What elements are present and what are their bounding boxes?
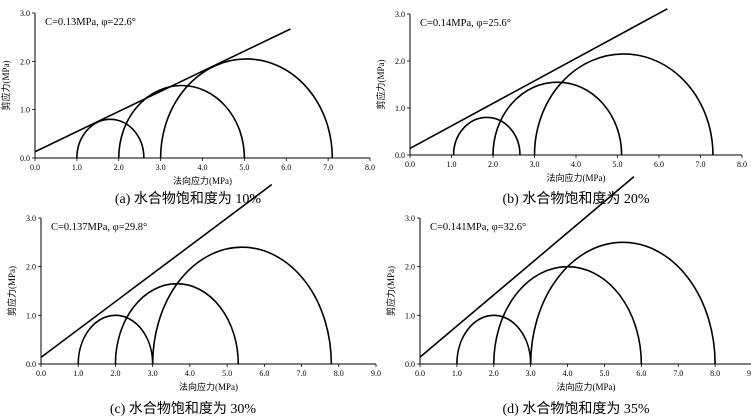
x-tick-label: 3.0 — [526, 369, 536, 378]
mohr-circle-1 — [77, 314, 154, 365]
x-axis-title: 法向应力(MPa) — [557, 381, 616, 392]
x-tick-label: 6.0 — [636, 369, 646, 378]
mohr-chart-c: 0.0 1.0 2.0 3.0 4.0 5.0 6.0 7.0 8.0 9.0 0.0 1.0 2.0 3… — [6, 183, 381, 417]
x-tick-label: 7.0 — [696, 160, 706, 169]
failure-envelope-line — [419, 176, 635, 358]
y-tick-label: 0.0 — [405, 360, 415, 369]
x-axis-title: 法向应力(MPa) — [179, 381, 238, 392]
x-tick-label: 1.0 — [447, 160, 457, 169]
envelope-parameter-label: C=0.137MPa, φ=29.8° — [51, 222, 147, 233]
envelope-parameter-label: C=0.13MPa, φ=22.6° — [45, 17, 136, 28]
x-tick-label: 3.0 — [530, 160, 540, 169]
mohr-circle-2 — [117, 84, 246, 159]
x-tick-label: 3.0 — [148, 369, 158, 378]
x-tick-label: 5.0 — [599, 369, 609, 378]
x-tick-label: 2.0 — [110, 369, 120, 378]
y-tick-label: 3.0 — [26, 214, 36, 223]
y-tick-label: 0.0 — [20, 154, 30, 163]
x-tick-label: 5.0 — [613, 160, 623, 169]
failure-envelope-line — [40, 183, 273, 358]
mohr-circle-2 — [492, 266, 643, 365]
mohr-circle-3 — [151, 246, 333, 365]
x-tick-label: 2.0 — [114, 163, 124, 172]
mohr-chart-d: 0.0 1.0 2.0 3.0 4.0 5.0 6.0 7.0 8.0 9.0 0.0 1.0 2.0 3… — [385, 176, 751, 417]
y-tick-label: 2.0 — [26, 263, 36, 272]
chart-panel-b: 0.0 1.0 2.0 3.0 4.0 5.0 6.0 7.0 8.0 0.0 1.0 2.0 3.0 法… — [375, 0, 751, 209]
mohr-circle-1 — [76, 118, 145, 159]
envelope-parameter-label: C=0.14MPa, φ=25.6° — [420, 18, 511, 29]
chart-panel-a: 0.0 1.0 2.0 3.0 4.0 5.0 6.0 7.0 8.0 0.0 1.0 2.0 3.0 法… — [0, 0, 375, 209]
y-tick-label: 0.0 — [26, 360, 36, 369]
y-tick-label: 1.0 — [20, 106, 30, 115]
x-tick-label: 4.0 — [185, 369, 195, 378]
chart-panel-c: 0.0 1.0 2.0 3.0 4.0 5.0 6.0 7.0 8.0 9.0 0.0 1.0 2.0 3… — [0, 183, 381, 418]
x-tick-label: 5.0 — [222, 369, 232, 378]
y-axis-title: 剪应力(MPa) — [385, 266, 396, 316]
x-axis-title: 法向应力(MPa) — [173, 175, 232, 186]
x-tick-label: 0.0 — [30, 163, 40, 172]
y-tick-label: 0.0 — [395, 151, 405, 160]
panel-caption: (a) 水合物饱和度为 10% — [115, 191, 262, 207]
mohr-circle-3 — [533, 53, 714, 156]
x-tick-label: 5.0 — [239, 163, 249, 172]
x-tick-label: 0.0 — [36, 369, 46, 378]
x-tick-label: 1.0 — [452, 369, 462, 378]
y-tick-label: 1.0 — [26, 311, 36, 320]
failure-envelope-line — [34, 28, 291, 153]
mohr-circle-1 — [452, 116, 521, 156]
mohr-circle-3 — [529, 241, 716, 365]
x-tick-label: 6.0 — [259, 369, 269, 378]
x-tick-label: 7.0 — [297, 369, 307, 378]
mohr-circle-3 — [159, 58, 334, 159]
x-tick-label: 1.0 — [72, 163, 82, 172]
chart-panel-d: 0.0 1.0 2.0 3.0 4.0 5.0 6.0 7.0 8.0 9.0 0.0 1.0 2.0 3… — [376, 176, 751, 418]
mohr-circle-1 — [456, 314, 532, 365]
x-tick-label: 0.0 — [405, 160, 415, 169]
x-tick-label: 4.0 — [571, 160, 581, 169]
x-tick-label: 8.0 — [334, 369, 344, 378]
x-tick-label: 2.0 — [489, 369, 499, 378]
x-tick-label: 7.0 — [673, 369, 683, 378]
mohr-circle-2 — [492, 81, 623, 156]
x-tick-label: 7.0 — [323, 163, 333, 172]
mohr-chart-a: 0.0 1.0 2.0 3.0 4.0 5.0 6.0 7.0 8.0 0.0 1.0 2.0 3.0 法… — [0, 9, 375, 207]
x-tick-label: 3.0 — [156, 163, 166, 172]
x-tick-label: 0.0 — [415, 369, 425, 378]
mohr-chart-b: 0.0 1.0 2.0 3.0 4.0 5.0 6.0 7.0 8.0 0.0 1.0 2.0 3.0 法… — [375, 8, 747, 207]
y-axis-title: 剪应力(MPa) — [375, 60, 386, 110]
mohr-circle-2 — [114, 282, 240, 365]
x-tick-label: 8.0 — [365, 163, 375, 172]
y-tick-label: 3.0 — [395, 10, 405, 19]
y-tick-label: 2.0 — [405, 263, 415, 272]
y-tick-label: 2.0 — [395, 57, 405, 66]
y-tick-label: 3.0 — [405, 214, 415, 223]
panel-caption: (b) 水合物饱和度为 20% — [503, 191, 650, 207]
failure-envelope-line — [409, 8, 668, 150]
panel-caption: (d) 水合物饱和度为 35% — [503, 401, 650, 417]
x-tick-label: 9.0 — [747, 369, 751, 378]
y-tick-label: 1.0 — [405, 311, 415, 320]
x-tick-label: 1.0 — [73, 369, 83, 378]
y-axis-title: 剪应力(MPa) — [0, 61, 11, 111]
y-tick-label: 2.0 — [20, 57, 30, 66]
x-axis-title: 法向应力(MPa) — [547, 172, 606, 183]
x-tick-label: 4.0 — [198, 163, 208, 172]
x-tick-label: 8.0 — [737, 160, 747, 169]
envelope-parameter-label: C=0.141MPa, φ=32.6° — [430, 222, 526, 233]
x-tick-label: 2.0 — [488, 160, 498, 169]
y-tick-label: 1.0 — [395, 104, 405, 113]
x-tick-label: 6.0 — [654, 160, 664, 169]
y-tick-label: 3.0 — [20, 9, 30, 18]
y-axis-title: 剪应力(MPa) — [6, 266, 17, 316]
panel-caption: (c) 水合物饱和度为 30% — [110, 401, 257, 417]
x-tick-label: 8.0 — [710, 369, 720, 378]
x-tick-label: 6.0 — [281, 163, 291, 172]
x-tick-label: 4.0 — [563, 369, 573, 378]
x-tick-label: 9.0 — [371, 369, 381, 378]
